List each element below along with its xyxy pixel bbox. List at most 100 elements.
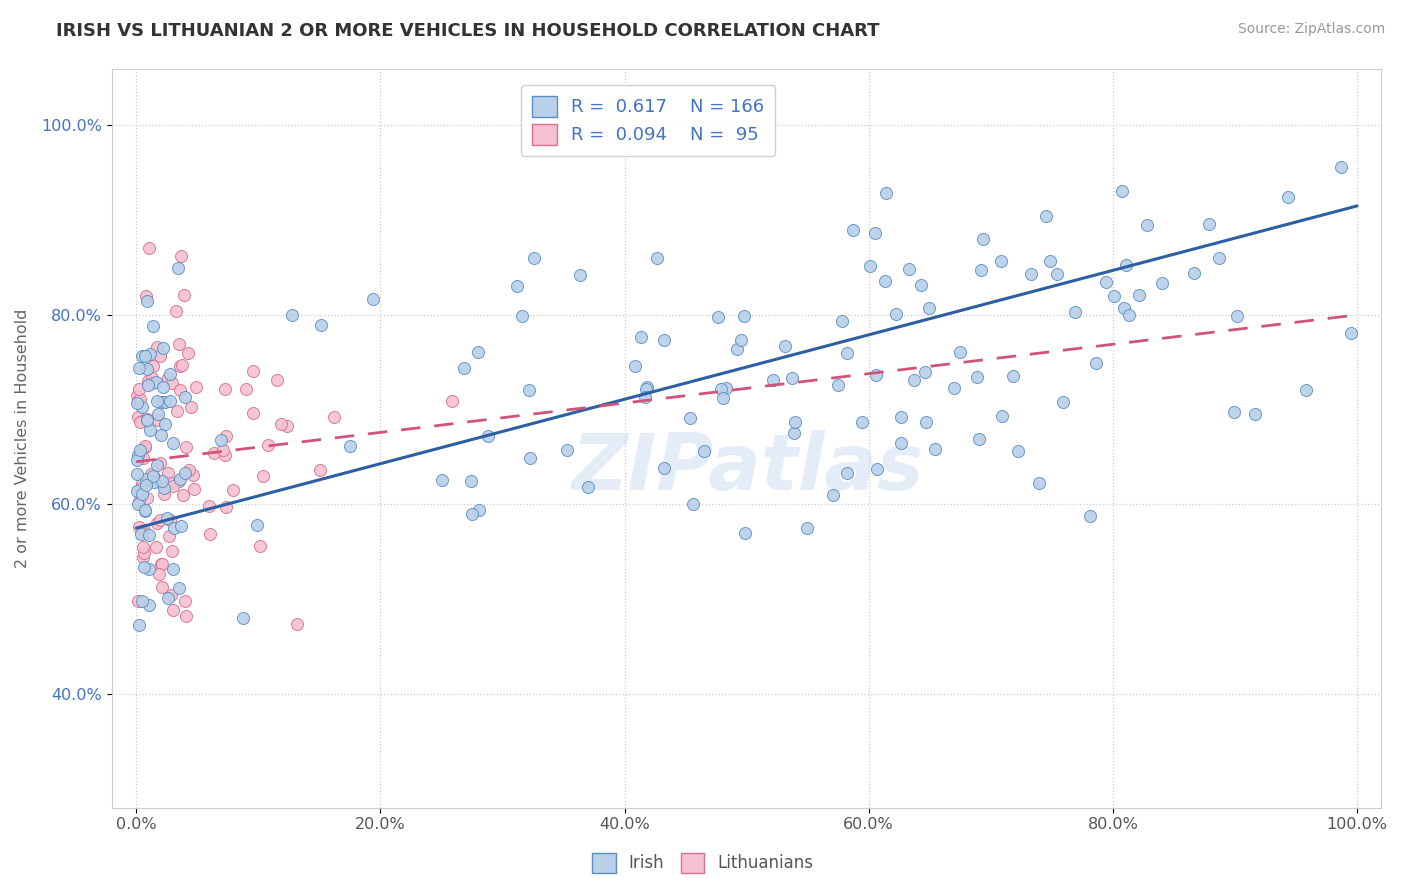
Point [645, 252, 668, 266]
Point [636, 379, 658, 393]
Point [145, 394, 167, 409]
Point [1002, 369, 1025, 384]
Point [131, 526, 153, 541]
Point [280, 308, 302, 322]
Point [835, 466, 858, 480]
Point [821, 488, 844, 502]
Point [127, 497, 149, 511]
Point [172, 488, 194, 502]
Point [1045, 268, 1067, 282]
Point [150, 557, 173, 571]
Point [714, 381, 737, 395]
Point [152, 380, 174, 394]
Point [128, 618, 150, 632]
Point [441, 394, 464, 409]
Legend: Irish, Lithuanians: Irish, Lithuanians [585, 847, 821, 880]
Point [309, 318, 332, 332]
Point [783, 415, 806, 429]
Point [159, 475, 181, 490]
Point [138, 423, 160, 437]
Point [1111, 184, 1133, 198]
Point [865, 368, 887, 382]
Point [796, 521, 818, 535]
Point [174, 594, 197, 608]
Point [222, 483, 245, 497]
Point [970, 263, 993, 277]
Point [162, 435, 184, 450]
Point [842, 223, 865, 237]
Point [128, 494, 150, 508]
Point [148, 513, 170, 527]
Point [734, 525, 756, 540]
Point [142, 470, 165, 484]
Point [654, 333, 676, 347]
Point [162, 479, 184, 493]
Point [135, 294, 157, 309]
Point [859, 259, 882, 273]
Point [135, 472, 157, 486]
Point [166, 260, 188, 275]
Point [1244, 407, 1267, 421]
Point [214, 448, 236, 462]
Point [142, 468, 165, 483]
Point [246, 517, 269, 532]
Point [149, 558, 172, 572]
Point [630, 330, 652, 344]
Point [159, 513, 181, 527]
Point [256, 438, 278, 452]
Point [157, 371, 180, 385]
Point [1295, 383, 1317, 397]
Point [129, 415, 152, 429]
Point [924, 442, 946, 457]
Point [875, 186, 897, 201]
Point [865, 227, 887, 241]
Legend: R =  0.617    N = 166, R =  0.094    N =  95: R = 0.617 N = 166, R = 0.094 N = 95 [520, 85, 775, 155]
Point [183, 482, 205, 496]
Point [146, 341, 169, 355]
Point [1223, 405, 1246, 419]
Point [432, 473, 454, 487]
Point [148, 566, 170, 581]
Point [634, 390, 657, 404]
Point [1128, 288, 1150, 302]
Point [172, 358, 194, 372]
Point [969, 432, 991, 446]
Point [134, 503, 156, 517]
Point [990, 409, 1012, 424]
Point [159, 393, 181, 408]
Point [523, 251, 546, 265]
Point [181, 468, 204, 483]
Point [134, 560, 156, 574]
Point [134, 438, 156, 452]
Point [733, 310, 755, 324]
Point [890, 410, 912, 425]
Point [138, 598, 160, 612]
Point [173, 288, 195, 302]
Point [710, 382, 733, 396]
Point [150, 394, 173, 409]
Point [177, 346, 200, 360]
Point [730, 333, 752, 347]
Point [169, 383, 191, 397]
Point [1208, 252, 1230, 266]
Point [652, 460, 675, 475]
Point [145, 376, 167, 390]
Point [517, 383, 540, 397]
Point [146, 413, 169, 427]
Point [132, 450, 155, 465]
Point [169, 472, 191, 486]
Point [127, 394, 149, 409]
Point [145, 516, 167, 530]
Point [169, 249, 191, 263]
Point [1198, 217, 1220, 231]
Point [138, 473, 160, 487]
Point [242, 364, 264, 378]
Point [131, 400, 153, 414]
Point [162, 521, 184, 535]
Point [990, 254, 1012, 268]
Point [693, 444, 716, 458]
Point [1226, 309, 1249, 323]
Point [1095, 275, 1118, 289]
Point [141, 467, 163, 482]
Point [1052, 394, 1074, 409]
